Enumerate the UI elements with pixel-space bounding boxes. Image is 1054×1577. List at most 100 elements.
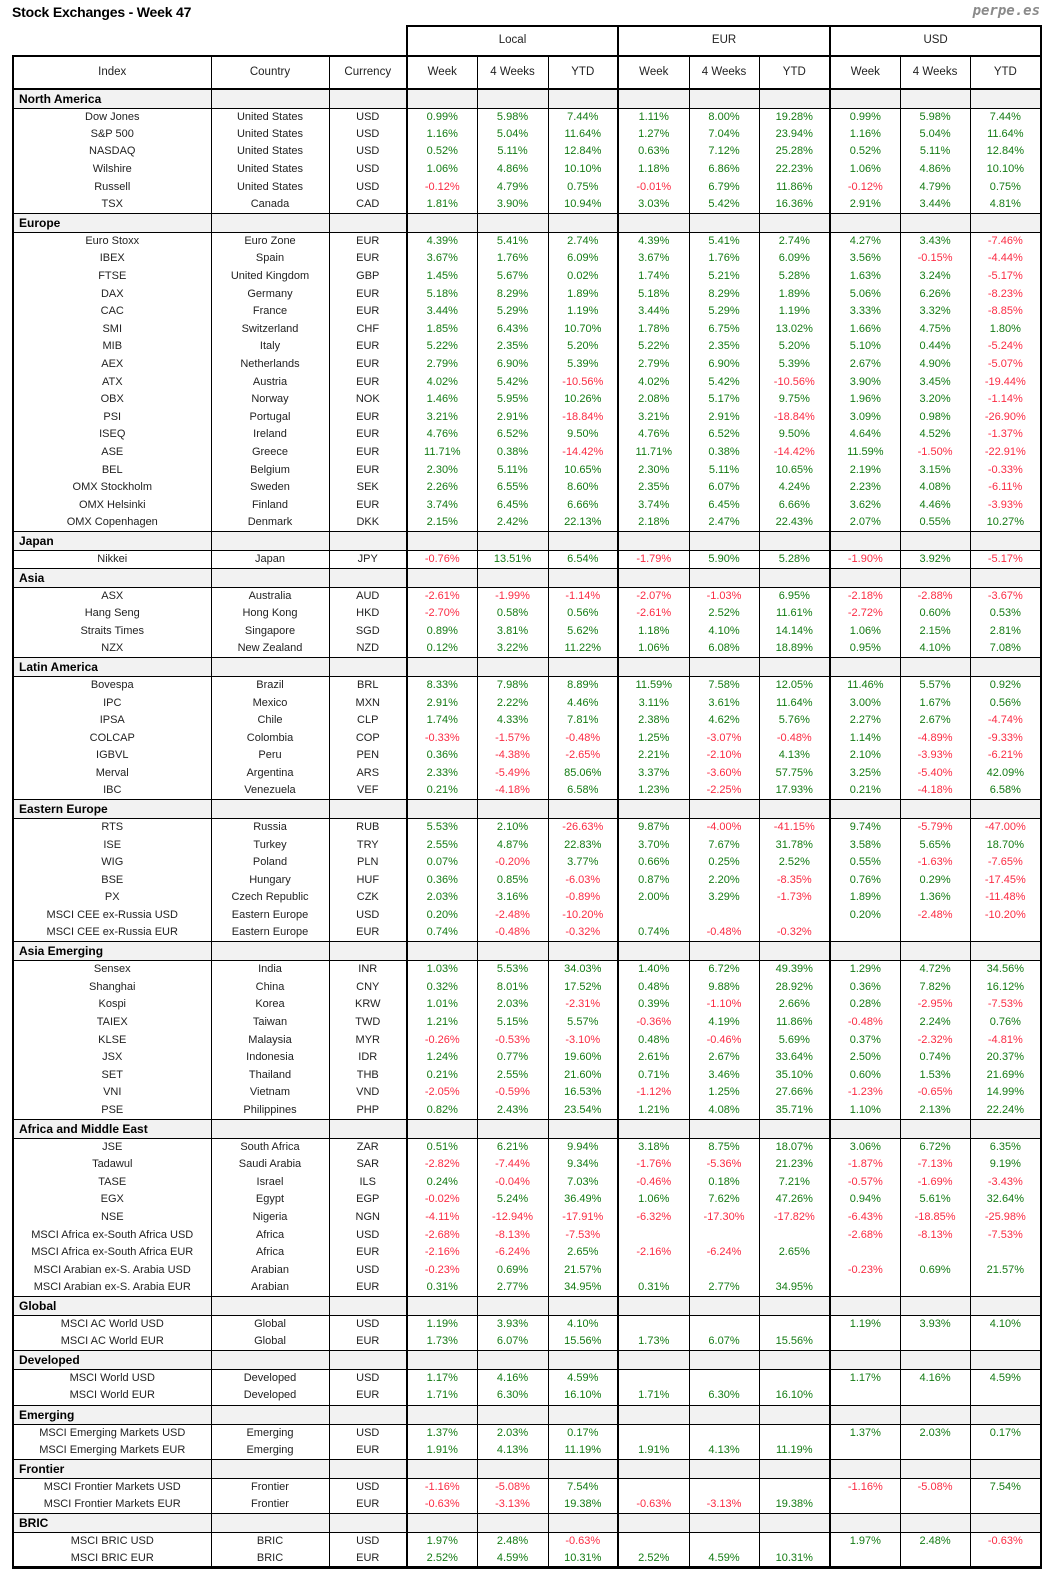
value-cell: -1.37% — [969, 426, 1043, 444]
value-cell: 4.19% — [688, 1013, 760, 1032]
value-cell: 3.46% — [688, 1066, 760, 1085]
table-row: MSCI CEE ex-Russia USD Eastern Europe USD 0… — [12, 906, 1043, 925]
section-row: North America — [12, 88, 1043, 109]
value-cell: 3.92% — [899, 550, 971, 569]
section-filler-cell — [758, 1458, 831, 1479]
section-filler-cell — [617, 799, 690, 820]
table-row: Sensex India INR 1.03% 5.53% 34.03% 1.40% 6.72%… — [12, 960, 1043, 979]
table-row: BSE Hungary HUF 0.36% 0.85% -6.03% 0.87% 2.20% -… — [12, 871, 1043, 890]
table-row: MSCI AC World USD Global USD 1.19% 3.93% 4.10… — [12, 1315, 1043, 1334]
section-filler-cell — [899, 1350, 971, 1371]
value-cell: -17.82% — [758, 1208, 831, 1227]
value-cell: 47.26% — [758, 1191, 831, 1209]
value-cell: 1.97% — [829, 1532, 901, 1550]
value-cell: 5.98% — [899, 108, 971, 126]
value-cell: 5.29% — [688, 302, 760, 321]
value-cell: 2.42% — [476, 514, 549, 532]
currency-cell: USD — [328, 143, 408, 161]
value-cell: 10.70% — [547, 320, 619, 339]
value-cell: 0.36% — [406, 871, 478, 890]
value-cell: 0.31% — [406, 1279, 478, 1297]
country-cell: Vietnam — [210, 1084, 329, 1102]
value-cell: -0.04% — [476, 1173, 549, 1192]
table-row: AEX Netherlands EUR 2.79% 6.90% 5.39% 2.79% 6.9… — [12, 355, 1043, 374]
table-row: TSX Canada CAD 1.81% 3.90% 10.94% 3.03% 5.42% 16… — [12, 195, 1043, 214]
currency-cell: EUR — [328, 496, 408, 515]
value-cell: 0.60% — [899, 604, 971, 623]
value-cell: -5.17% — [969, 550, 1043, 569]
value-cell: 1.03% — [406, 960, 478, 979]
section-filler-cell — [547, 799, 619, 820]
value-cell: 1.71% — [617, 1387, 690, 1405]
value-cell: 2.91% — [688, 408, 760, 427]
value-cell: -0.46% — [688, 1031, 760, 1049]
value-cell: 1.21% — [406, 1013, 478, 1032]
table-row: MIB Italy EUR 5.22% 2.35% 5.20% 5.22% 2.35% 5.20… — [12, 338, 1043, 356]
value-cell: 11.64% — [758, 694, 831, 712]
table-row: JSX Indonesia IDR 1.24% 0.77% 19.60% 2.61% 2.67… — [12, 1048, 1043, 1067]
value-cell: 8.00% — [688, 108, 760, 126]
table-row: MSCI BRIC USD BRIC USD 1.97% 2.48% -0.63% 1.97… — [12, 1532, 1043, 1550]
section-filler-cell — [758, 657, 831, 678]
country-cell: Japan — [210, 550, 329, 569]
value-cell: 36.49% — [547, 1191, 619, 1209]
section-filler-cell — [688, 1458, 760, 1479]
value-cell: 2.47% — [688, 514, 760, 532]
index-cell: MSCI World EUR — [12, 1387, 211, 1405]
currency-cell: USD — [328, 1369, 408, 1388]
value-cell: 1.81% — [406, 195, 478, 214]
section-label: Emerging — [12, 1404, 211, 1425]
value-cell: 12.84% — [969, 143, 1043, 161]
country-cell: Austria — [210, 373, 329, 391]
value-cell — [688, 1478, 760, 1496]
value-cell: 3.90% — [829, 373, 901, 391]
value-cell: 85.06% — [547, 764, 619, 783]
value-cell: 14.99% — [969, 1084, 1043, 1102]
value-cell — [899, 1387, 971, 1405]
index-cell: ASE — [12, 443, 211, 462]
currency-cell: USD — [328, 125, 408, 144]
value-cell: -6.21% — [969, 747, 1043, 765]
index-cell: Hang Seng — [12, 604, 211, 623]
value-cell: -2.68% — [406, 1226, 478, 1244]
country-cell: Peru — [210, 747, 329, 765]
value-cell — [829, 1495, 901, 1514]
value-cell: 3.58% — [829, 836, 901, 854]
value-cell: 1.74% — [617, 267, 690, 286]
table-row: Russell United States USD -0.12% 4.79% 0.75% -… — [12, 178, 1043, 196]
value-cell: 1.73% — [406, 1333, 478, 1351]
value-cell: 0.48% — [617, 1031, 690, 1049]
value-cell: -0.01% — [617, 178, 690, 196]
index-cell: IPSA — [12, 711, 211, 730]
table-row: ISE Turkey TRY 2.55% 4.87% 22.83% 3.70% 7.67% 31… — [12, 836, 1043, 854]
currency-cell: NGN — [328, 1208, 408, 1227]
value-cell: 9.88% — [688, 978, 760, 997]
table-row: Euro Stoxx Euro Zone EUR 4.39% 5.41% 2.74% 4.3… — [12, 232, 1043, 251]
value-cell — [969, 1279, 1043, 1297]
section-filler-cell — [969, 1404, 1043, 1425]
value-cell: 11.19% — [758, 1441, 831, 1460]
currency-cell: USD — [328, 1478, 408, 1496]
section-filler-cell — [210, 567, 329, 588]
value-cell: 1.78% — [617, 320, 690, 339]
section-filler-cell — [476, 1458, 549, 1479]
table-row: MSCI Africa ex-South Africa USD Africa USD… — [12, 1226, 1043, 1244]
section-filler-cell — [688, 941, 760, 962]
index-cell: PSI — [12, 408, 211, 427]
value-cell — [969, 1333, 1043, 1351]
table-row: MSCI World EUR Developed EUR 1.71% 6.30% 16.1… — [12, 1387, 1043, 1405]
currency-cell: TWD — [328, 1013, 408, 1032]
currency-cell: USD — [328, 108, 408, 126]
value-cell: -0.48% — [476, 924, 549, 942]
value-cell: -2.61% — [406, 587, 478, 605]
value-cell: -1.16% — [829, 1478, 901, 1496]
section-filler-cell — [617, 567, 690, 588]
value-cell: 1.37% — [406, 1424, 478, 1442]
value-cell: 2.23% — [829, 478, 901, 497]
currency-cell: RUB — [328, 818, 408, 837]
value-cell: 2.79% — [406, 355, 478, 374]
table-row: RTS Russia RUB 5.53% 2.10% -26.63% 9.87% -4.00%… — [12, 818, 1043, 837]
value-cell: -3.07% — [688, 729, 760, 747]
section-filler-cell — [328, 567, 408, 588]
value-cell: -17.30% — [688, 1208, 760, 1227]
